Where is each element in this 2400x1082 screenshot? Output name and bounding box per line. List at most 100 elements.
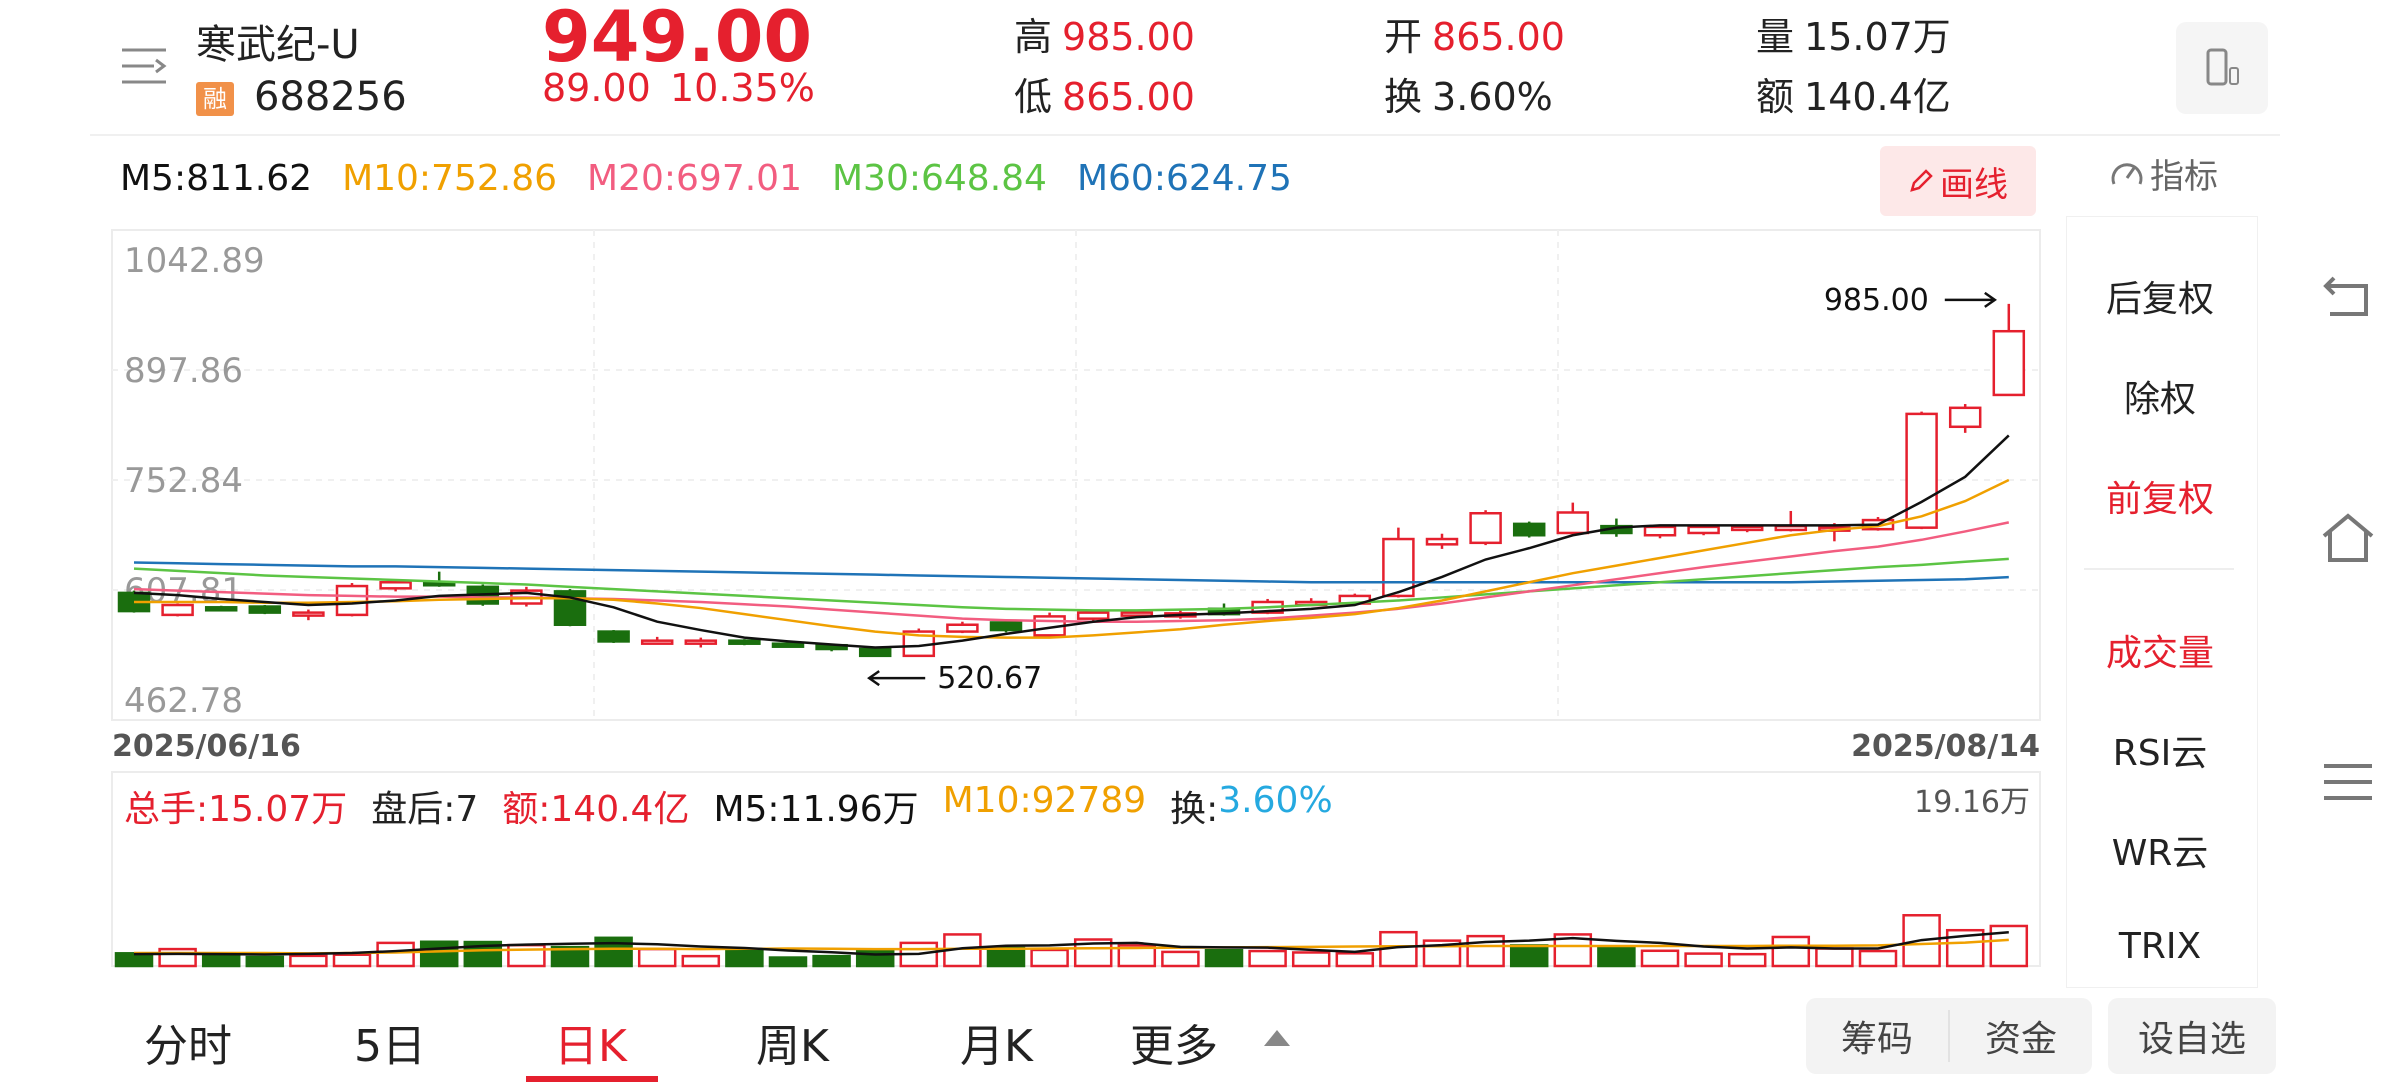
price-change: 89.00 [542, 66, 651, 110]
funds-button[interactable]: 资金 [1984, 1019, 2057, 1060]
side-item-backward-adjusted[interactable]: 后复权 [2105, 279, 2214, 320]
volume-bar [419, 940, 459, 968]
volume-bar [725, 949, 764, 968]
caret-up-icon[interactable] [1262, 1028, 1292, 1052]
candle-body [1905, 412, 1938, 529]
side-item-volume[interactable]: 成交量 [2105, 633, 2214, 674]
candle-body [248, 605, 282, 614]
menu-icon[interactable] [120, 42, 170, 92]
volume-bar [1291, 951, 1331, 968]
side-item-forward-adjusted[interactable]: 前复权 [2105, 479, 2214, 520]
volume-ma5-line [133, 931, 2009, 956]
volume-turnover-label: 换: [1170, 789, 1219, 830]
y-tick-label: 897.86 [124, 351, 243, 391]
volume-bar [637, 947, 677, 968]
margin-badge: 融 [196, 82, 234, 116]
side-item-rsi[interactable]: RSI云 [2112, 733, 2208, 774]
volume-bar [158, 947, 197, 968]
candle-body [1643, 525, 1677, 537]
draw-line-button[interactable]: 画线 [1880, 146, 2036, 216]
volume-bar [1597, 945, 1636, 968]
volume-bar [1727, 952, 1767, 968]
recents-icon[interactable] [2320, 760, 2376, 810]
open-label: 开 [1384, 15, 1423, 59]
amount-stat: 额 140.4亿 [1756, 66, 1951, 121]
tab-intraday[interactable]: 分时 [144, 1021, 232, 1072]
indicator-label: 指标 [2150, 156, 2218, 197]
volume-bar [550, 945, 590, 968]
tab-more[interactable]: 更多 [1130, 1021, 1218, 1072]
y-tick-label: 752.84 [124, 461, 243, 501]
candle-body [379, 581, 412, 590]
volume-bar [376, 941, 415, 968]
pencil-icon [1910, 169, 1933, 192]
ma60-label: M60:624.75 [1076, 158, 1292, 199]
ma20-line [133, 521, 2010, 623]
candle-body [858, 647, 892, 658]
add-watchlist-button[interactable]: 设自选 [2108, 998, 2276, 1074]
candle-body [640, 639, 674, 645]
home-icon[interactable] [2318, 510, 2378, 570]
volume-bar [201, 954, 241, 968]
open-stat: 开 865.00 [1384, 6, 1565, 61]
candle-body [1120, 611, 1154, 617]
open-value: 865.00 [1432, 15, 1565, 59]
ma10-label: M10:752.86 [342, 158, 558, 199]
candle-body [771, 642, 805, 648]
ma5-label: M5:811.62 [120, 158, 313, 199]
amount-label: 额 [1756, 75, 1795, 119]
side-item-trix[interactable]: TRIX [2118, 926, 2202, 967]
volume-bar [1248, 949, 1287, 968]
volume-ma5: M5:11.96万 [713, 789, 919, 830]
landscape-toggle-button[interactable] [2176, 22, 2268, 114]
high-value: 985.00 [1062, 15, 1195, 59]
stock-code: 688256 [254, 74, 407, 120]
indicator-button[interactable]: 指标 [2110, 148, 2218, 198]
candle-body [728, 639, 761, 645]
candle-body [1992, 329, 2026, 397]
volume-bar [681, 954, 721, 968]
turnover-stat: 换 3.60% [1384, 66, 1553, 121]
low-label: 低 [1014, 75, 1053, 119]
y-tick-label: 1042.89 [124, 241, 265, 281]
volume-bar [1161, 950, 1200, 968]
volume-bar [1509, 944, 1549, 968]
volume-bar [1684, 952, 1723, 968]
volume-bar [1771, 935, 1811, 968]
candlestick-chart[interactable]: 1042.89897.86752.84607.81462.782025/06/1… [0, 0, 2060, 1000]
tab-monthly-k[interactable]: 月K [960, 1021, 1033, 1072]
back-icon[interactable] [2320, 268, 2376, 328]
candle-body [1687, 525, 1720, 535]
volume-bar [1335, 952, 1375, 968]
candle-body [204, 606, 238, 612]
low-stat: 低 865.00 [1014, 66, 1195, 121]
candle-body [1730, 525, 1764, 532]
gauge-icon [2111, 163, 2143, 185]
x-start-label: 2025/06/16 [112, 729, 301, 764]
tab-daily-k[interactable]: 日K [554, 1021, 627, 1072]
side-item-ex-rights[interactable]: 除权 [2123, 379, 2196, 420]
candle-body [1425, 537, 1459, 546]
side-item-wr[interactable]: WR云 [2111, 833, 2209, 874]
ma20-label: M20:697.01 [587, 158, 802, 199]
candle-body [335, 584, 369, 617]
stock-name: 寒武纪-U [196, 22, 360, 68]
candle-body [1382, 537, 1415, 598]
current-price: 949.00 [542, 0, 813, 78]
candle-body [161, 603, 194, 617]
candle-body [989, 621, 1023, 632]
volume-bar [1640, 949, 1680, 968]
chips-button[interactable]: 筹码 [1806, 1010, 1950, 1062]
y-tick-label: 462.78 [124, 681, 243, 721]
volume-bar [332, 953, 372, 968]
tab-weekly-k[interactable]: 周K [756, 1021, 829, 1072]
candle-body [946, 623, 979, 633]
turnover-value: 3.60% [1432, 75, 1553, 119]
tab-5day[interactable]: 5日 [354, 1021, 426, 1072]
high-stat: 高 985.00 [1014, 6, 1195, 61]
volume-bar [1204, 948, 1244, 968]
volume-bar [1858, 949, 1898, 968]
side-menu-panel [2066, 216, 2258, 988]
ma60-line [133, 561, 2009, 584]
candle-body [1469, 511, 1502, 545]
